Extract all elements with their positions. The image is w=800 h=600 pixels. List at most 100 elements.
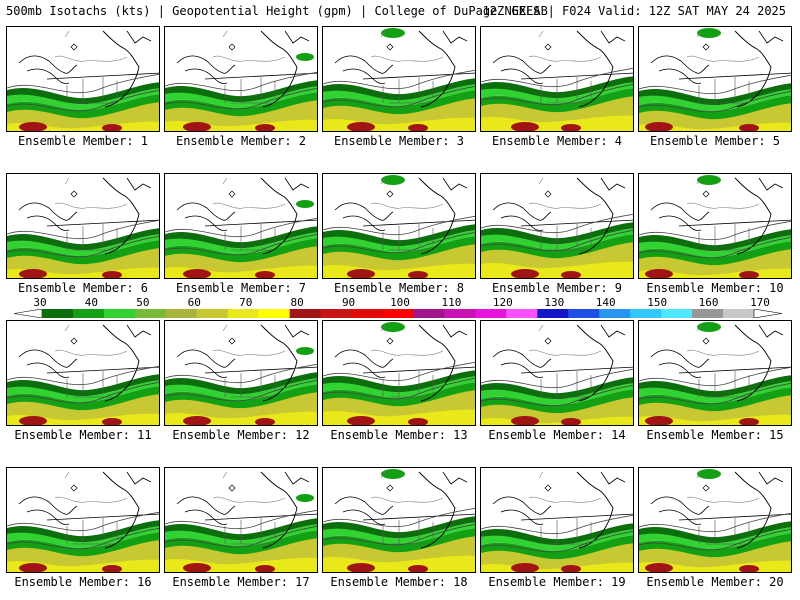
ensemble-map-panel — [164, 467, 318, 573]
colorbar-swatch — [475, 309, 507, 318]
colorbar-swatch — [537, 309, 569, 318]
ensemble-map-panel — [322, 173, 476, 279]
member-label: Ensemble Member: 11 — [14, 428, 152, 442]
isotach-map — [7, 30, 159, 131]
colorbar-tick-label: 110 — [441, 296, 462, 309]
isotach-map — [323, 322, 475, 425]
colorbar-max-arrow — [753, 309, 782, 318]
colorbar-swatch — [289, 309, 322, 318]
ensemble-map-panel — [480, 467, 634, 573]
ensemble-map-panel — [638, 467, 792, 573]
isotach-map — [7, 177, 159, 278]
ensemble-map-panel — [6, 467, 160, 573]
ensemble-map-panel — [164, 26, 318, 132]
colorbar-swatch — [661, 309, 693, 318]
colorbar-swatch — [320, 309, 353, 318]
colorbar-min-arrow — [14, 309, 43, 318]
colorbar-swatch — [42, 309, 74, 318]
ensemble-map-panel — [480, 173, 634, 279]
member-label: Ensemble Member: 16 — [14, 575, 152, 589]
ensemble-map-panel — [638, 320, 792, 426]
colorbar-swatch — [134, 309, 167, 318]
colorbar-swatch — [506, 309, 538, 318]
member-label: Ensemble Member: 14 — [488, 428, 626, 442]
run-info: 12Z GEFS | F024 Valid: 12Z SAT MAY 24 20… — [482, 4, 786, 18]
ensemble-map-panel — [638, 173, 792, 279]
member-label: Ensemble Member: 20 — [646, 575, 784, 589]
colorbar-tick-label: 90 — [341, 296, 356, 309]
colorbar-swatch — [351, 309, 384, 318]
colorbar-tick-label: 50 — [136, 296, 150, 309]
colorbar-tick-label: 130 — [544, 296, 565, 309]
isotach-map — [165, 471, 317, 572]
ensemble-map-panel — [6, 320, 160, 426]
ensemble-map-panel — [6, 26, 160, 132]
colorbar-swatch — [599, 309, 631, 318]
isotach-map — [7, 324, 159, 425]
ensemble-map-panel — [322, 320, 476, 426]
member-label: Ensemble Member: 19 — [488, 575, 626, 589]
member-label: Ensemble Member: 5 — [649, 134, 781, 148]
isotach-map — [481, 471, 633, 572]
colorbar-tick-label: 60 — [187, 296, 201, 309]
ensemble-map-panel — [322, 26, 476, 132]
ensemble-map-panel — [164, 320, 318, 426]
colorbar-swatch — [72, 309, 105, 318]
ensemble-map-panel — [6, 173, 160, 279]
member-label: Ensemble Member: 7 — [175, 281, 307, 295]
colorbar-swatch — [196, 309, 229, 318]
colorbar-tick-label: 120 — [492, 296, 513, 309]
isotach-map — [323, 28, 475, 131]
colorbar-swatch — [258, 309, 291, 318]
member-label: Ensemble Member: 15 — [646, 428, 784, 442]
isotach-colorbar — [14, 309, 782, 318]
ensemble-map-panel — [164, 173, 318, 279]
isotach-map — [323, 175, 475, 278]
member-label: Ensemble Member: 17 — [172, 575, 310, 589]
colorbar-swatch — [227, 309, 260, 318]
isotach-map — [481, 30, 633, 131]
ensemble-map-panel — [480, 26, 634, 132]
colorbar-tick-label: 70 — [239, 296, 253, 309]
member-label: Ensemble Member: 18 — [330, 575, 468, 589]
isotach-map — [639, 28, 791, 131]
member-label: Ensemble Member: 10 — [646, 281, 784, 295]
colorbar-swatch — [630, 309, 662, 318]
isotach-map — [639, 469, 791, 572]
map-title: 500mb Isotachs (kts) | Geopotential Heig… — [6, 4, 548, 18]
colorbar-tick-label: 140 — [595, 296, 616, 309]
colorbar-swatch — [444, 309, 476, 318]
colorbar-tick-label: 170 — [750, 296, 770, 309]
member-label: Ensemble Member: 8 — [333, 281, 465, 295]
colorbar-swatch — [723, 309, 755, 318]
isotach-map — [639, 175, 791, 278]
colorbar-tick-label: 30 — [33, 296, 47, 309]
colorbar-swatch — [165, 309, 198, 318]
isotach-map — [481, 324, 633, 425]
ensemble-map-panel — [322, 467, 476, 573]
isotach-map — [165, 177, 317, 278]
colorbar-swatch — [692, 309, 724, 318]
isotach-map — [639, 322, 791, 425]
colorbar-swatch — [382, 309, 414, 318]
colorbar-tick-label: 150 — [647, 296, 668, 309]
colorbar-tick-label: 80 — [290, 296, 304, 309]
member-label: Ensemble Member: 4 — [491, 134, 623, 148]
member-label: Ensemble Member: 9 — [491, 281, 623, 295]
member-label: Ensemble Member: 12 — [172, 428, 310, 442]
isotach-map — [165, 324, 317, 425]
colorbar-swatch — [413, 309, 445, 318]
member-label: Ensemble Member: 13 — [330, 428, 468, 442]
ensemble-map-panel — [480, 320, 634, 426]
isotach-map — [481, 177, 633, 278]
colorbar-tick-label: 100 — [390, 296, 410, 309]
member-label: Ensemble Member: 3 — [333, 134, 465, 148]
isotach-map — [165, 30, 317, 131]
isotach-map — [7, 471, 159, 572]
colorbar-tick-label: 40 — [84, 296, 99, 309]
isotach-map — [323, 469, 475, 572]
colorbar-swatch — [568, 309, 600, 318]
ensemble-map-panel — [638, 26, 792, 132]
member-label: Ensemble Member: 2 — [175, 134, 307, 148]
colorbar-tick-label: 160 — [698, 296, 719, 309]
